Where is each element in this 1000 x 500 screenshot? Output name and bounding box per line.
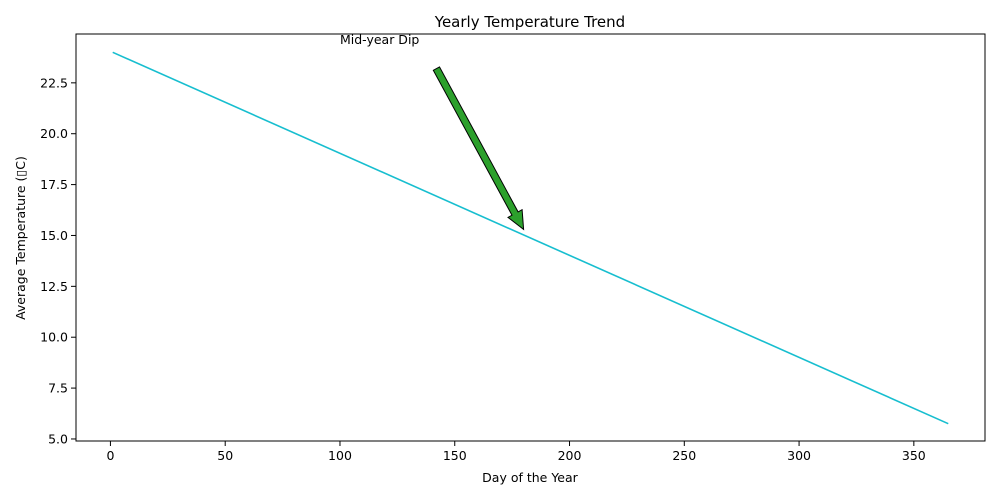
y-tick-label: 15.0 <box>40 228 68 243</box>
x-tick-label: 250 <box>672 448 696 463</box>
y-tick-label: 20.0 <box>40 126 68 141</box>
plot-frame <box>75 33 986 442</box>
series-layer <box>112 51 949 425</box>
x-tick-label: 200 <box>558 448 582 463</box>
x-tick-label: 100 <box>328 448 352 463</box>
y-tick-label: 10.0 <box>40 330 68 345</box>
y-axis-title: Average Temperature (▯C) <box>13 156 28 320</box>
y-tick-label: 22.5 <box>40 75 68 90</box>
y-tick-label: 17.5 <box>40 177 68 192</box>
annotation-text: Mid-year Dip <box>340 32 419 47</box>
chart-title: Yearly Temperature Trend <box>434 13 625 31</box>
annotation-arrow <box>432 66 525 231</box>
x-axis-title: Day of the Year <box>482 470 578 485</box>
y-tick-label: 7.5 <box>48 381 68 396</box>
x-tick-label: 50 <box>217 448 233 463</box>
x-tick-label: 350 <box>902 448 926 463</box>
x-axis: 0 50 100 150 200 250 300 350 <box>106 441 926 463</box>
annotation-layer: Mid-year Dip <box>340 32 525 231</box>
y-tick-label: 12.5 <box>40 279 68 294</box>
x-tick-label: 150 <box>443 448 467 463</box>
y-axis: 5.0 7.5 10.0 12.5 15.0 17.5 20.0 22.5 <box>40 75 76 446</box>
series-line <box>112 51 949 425</box>
x-tick-label: 300 <box>787 448 811 463</box>
y-tick-label: 5.0 <box>48 431 68 446</box>
x-tick-label: 0 <box>106 448 114 463</box>
